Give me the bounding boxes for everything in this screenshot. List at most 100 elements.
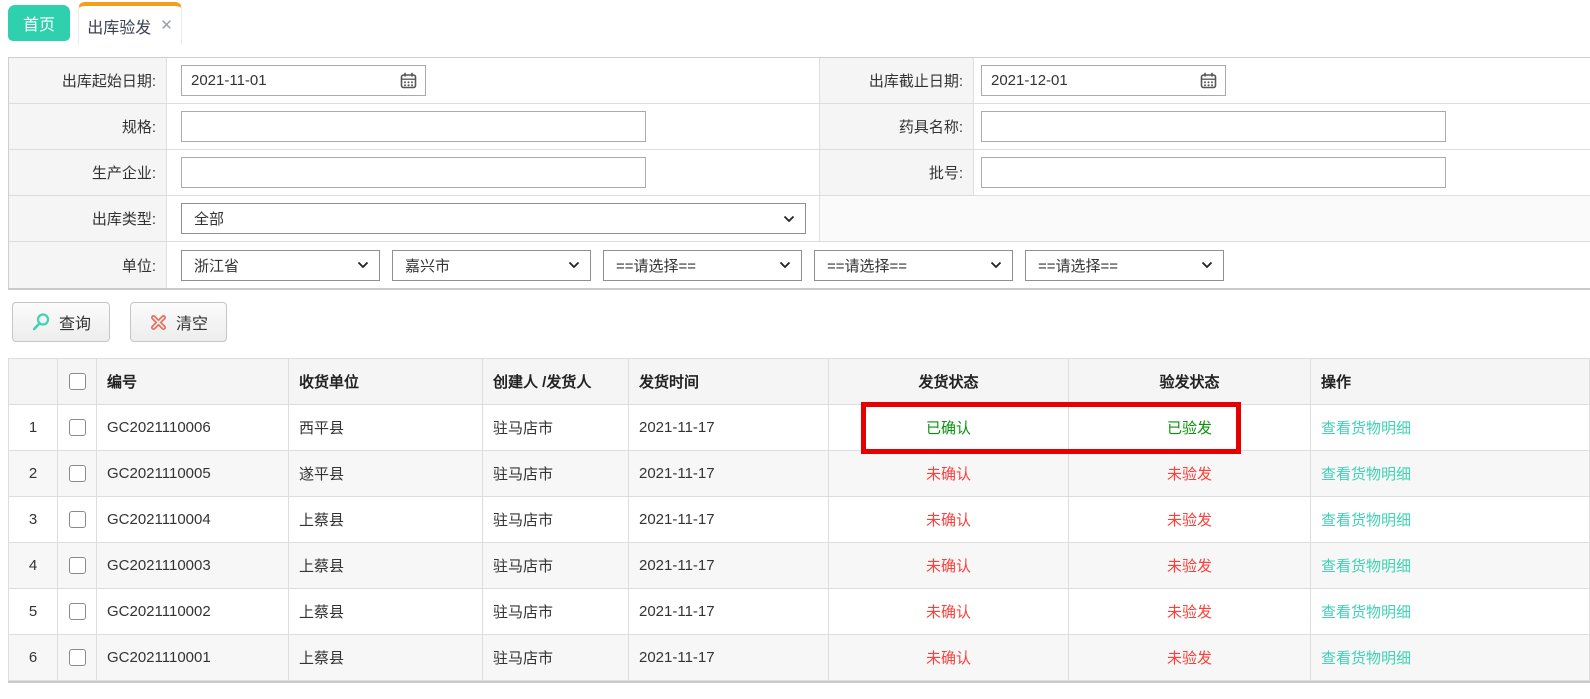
row-ship-time: 2021-11-17 — [628, 634, 829, 681]
row-checkbox[interactable] — [68, 465, 86, 483]
row-code: GC2021110003 — [96, 542, 289, 589]
search-button[interactable]: 查询 — [12, 302, 111, 342]
row-checkbox[interactable] — [68, 603, 86, 621]
row-checkbox[interactable] — [68, 419, 86, 437]
row-code: GC2021110005 — [96, 450, 289, 497]
row-checkbox[interactable] — [68, 649, 86, 667]
row-code: GC2021110001 — [96, 634, 289, 681]
batch-no-label: 批号: — [819, 150, 974, 195]
end-date-label: 出库截止日期: — [819, 58, 974, 103]
outbound-type-label: 出库类型: — [9, 196, 167, 241]
view-goods-detail-link[interactable]: 查看货物明细 — [1321, 466, 1412, 483]
end-date-value: 2021-12-01 — [991, 72, 1068, 89]
header-creator: 创建人 /发货人 — [482, 358, 629, 405]
unit-province-select[interactable]: 浙江省 — [181, 249, 380, 281]
unit-village-select[interactable]: ==请选择== — [1025, 249, 1224, 281]
table-row: 2 GC2021110005 遂平县 驻马店市 2021-11-17 未确认 未… — [8, 450, 1590, 497]
chevron-down-icon — [783, 215, 795, 223]
tab-bar: 首页 出库验发 ✕ — [0, 0, 1590, 46]
row-code: GC2021110004 — [96, 496, 289, 543]
row-ship-time: 2021-11-17 — [628, 496, 829, 543]
row-receiver: 上蔡县 — [288, 588, 483, 635]
calendar-icon[interactable] — [1200, 72, 1217, 89]
header-operation: 操作 — [1310, 358, 1590, 405]
row-ship-time: 2021-11-17 — [628, 588, 829, 635]
start-date-value: 2021-11-01 — [191, 72, 267, 89]
clear-button-label: 清空 — [176, 316, 209, 333]
table-row: 5 GC2021110002 上蔡县 驻马店市 2021-11-17 未确认 未… — [8, 588, 1590, 635]
spec-input[interactable] — [181, 111, 646, 142]
close-icon[interactable]: ✕ — [160, 17, 173, 34]
tab-outbound-verify[interactable]: 出库验发 ✕ — [78, 2, 182, 45]
chevron-down-icon — [779, 261, 791, 269]
tab-home[interactable]: 首页 — [8, 5, 70, 41]
view-goods-detail-link[interactable]: 查看货物明细 — [1321, 604, 1412, 621]
table-row: 3 GC2021110004 上蔡县 驻马店市 2021-11-17 未确认 未… — [8, 496, 1590, 543]
form-row-outbound-type-spacer — [819, 196, 1590, 241]
unit-city-select[interactable]: 嘉兴市 — [392, 249, 591, 281]
form-row-dates: 出库起始日期: 2021-11-01 出库截止日期: 2021-12-01 — [9, 58, 1590, 104]
row-ship-time: 2021-11-17 — [628, 404, 829, 451]
form-row-unit: 单位: 浙江省 嘉兴市 ==请选择== ==请选择== ==请选择== — [9, 242, 1590, 288]
view-goods-detail-link[interactable]: 查看货物明细 — [1321, 420, 1412, 437]
row-receiver: 遂平县 — [288, 450, 483, 497]
row-creator: 驻马店市 — [482, 542, 629, 589]
chevron-down-icon — [990, 261, 1002, 269]
header-ship-status: 发货状态 — [828, 358, 1069, 405]
product-name-input[interactable] — [981, 111, 1446, 142]
row-creator: 驻马店市 — [482, 496, 629, 543]
row-receiver: 西平县 — [288, 404, 483, 451]
ship-status-badge: 未确认 — [925, 466, 971, 483]
row-index: 5 — [8, 588, 58, 635]
results-table: 编号 收货单位 创建人 /发货人 发货时间 发货状态 验发状态 操作 1 GC2… — [8, 358, 1590, 681]
unit-city-value: 嘉兴市 — [405, 257, 451, 275]
form-row-manufacturer: 生产企业: 批号: — [9, 150, 1590, 196]
ship-status-badge: 未确认 — [925, 558, 971, 575]
row-code: GC2021110006 — [96, 404, 289, 451]
form-row-outbound-type: 出库类型: 全部 — [9, 196, 1590, 242]
row-creator: 驻马店市 — [482, 404, 629, 451]
row-creator: 驻马店市 — [482, 634, 629, 681]
outbound-type-select[interactable]: 全部 — [181, 203, 806, 234]
manufacturer-label: 生产企业: — [9, 150, 167, 195]
verify-status-badge: 未验发 — [1166, 512, 1212, 529]
row-checkbox[interactable] — [68, 557, 86, 575]
row-index: 3 — [8, 496, 58, 543]
batch-no-input[interactable] — [981, 157, 1446, 188]
verify-status-badge: 未验发 — [1166, 604, 1212, 621]
chevron-down-icon — [568, 261, 580, 269]
row-code: GC2021110002 — [96, 588, 289, 635]
unit-district-value: ==请选择== — [616, 257, 697, 275]
unit-province-value: 浙江省 — [194, 257, 240, 275]
row-ship-time: 2021-11-17 — [628, 542, 829, 589]
row-checkbox[interactable] — [68, 511, 86, 529]
start-date-input[interactable]: 2021-11-01 — [181, 65, 426, 96]
unit-village-value: ==请选择== — [1038, 257, 1119, 275]
unit-town-select[interactable]: ==请选择== — [814, 249, 1013, 281]
clear-button[interactable]: 清空 — [130, 302, 228, 342]
tab-outbound-verify-label: 出库验发 — [87, 19, 152, 37]
calendar-icon[interactable] — [400, 72, 417, 89]
header-ship-time: 发货时间 — [628, 358, 829, 405]
filter-form: 出库起始日期: 2021-11-01 出库截止日期: 2021-12-01 规格… — [8, 57, 1590, 290]
view-goods-detail-link[interactable]: 查看货物明细 — [1321, 650, 1412, 667]
table-header-row: 编号 收货单位 创建人 /发货人 发货时间 发货状态 验发状态 操作 — [8, 358, 1590, 405]
chevron-down-icon — [1201, 261, 1213, 269]
outbound-type-value: 全部 — [194, 211, 225, 228]
header-select-all — [57, 358, 97, 405]
row-ship-time: 2021-11-17 — [628, 450, 829, 497]
unit-district-select[interactable]: ==请选择== — [603, 249, 802, 281]
table-row: 1 GC2021110006 西平县 驻马店市 2021-11-17 已确认 已… — [8, 404, 1590, 451]
view-goods-detail-link[interactable]: 查看货物明细 — [1321, 512, 1412, 529]
select-all-checkbox[interactable] — [68, 373, 86, 391]
header-code: 编号 — [96, 358, 289, 405]
tab-home-label: 首页 — [22, 17, 55, 34]
manufacturer-input[interactable] — [181, 157, 646, 188]
view-goods-detail-link[interactable]: 查看货物明细 — [1321, 558, 1412, 575]
verify-status-badge: 已验发 — [1166, 420, 1212, 437]
form-row-spec: 规格: 药具名称: — [9, 104, 1590, 150]
results-table-container: 编号 收货单位 创建人 /发货人 发货时间 发货状态 验发状态 操作 1 GC2… — [8, 358, 1590, 683]
end-date-input[interactable]: 2021-12-01 — [981, 65, 1226, 96]
ship-status-badge: 未确认 — [925, 604, 971, 621]
row-receiver: 上蔡县 — [288, 634, 483, 681]
